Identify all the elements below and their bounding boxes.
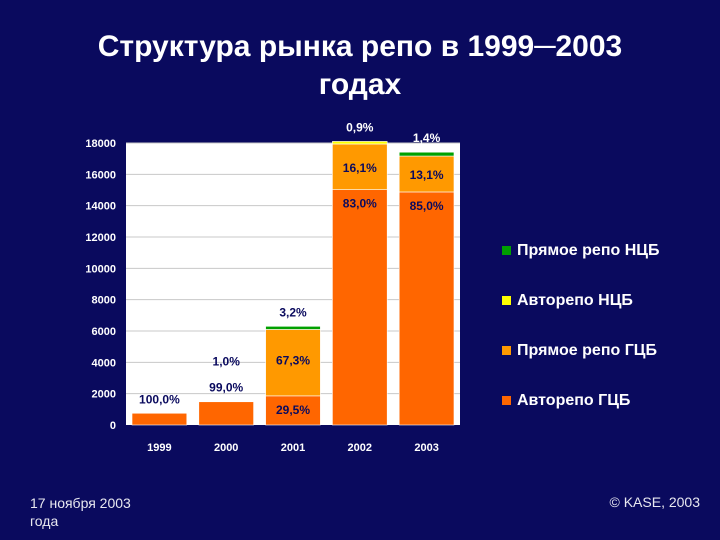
chart-title-line-2: годах bbox=[318, 68, 402, 101]
y-tick-label: 18000 bbox=[85, 138, 116, 150]
bar-segment bbox=[332, 141, 388, 145]
y-tick-label: 2000 bbox=[92, 389, 116, 401]
x-tick-label: 2001 bbox=[281, 442, 305, 454]
data-label: 1,4% bbox=[413, 131, 441, 145]
data-label: 83,0% bbox=[343, 197, 377, 211]
legend-swatch bbox=[502, 346, 511, 355]
x-tick-label: 2000 bbox=[214, 442, 238, 454]
legend-label: Авторепо НЦБ bbox=[517, 292, 633, 309]
bar-segment bbox=[398, 151, 455, 157]
repo-market-chart: 0 2000 4000 6000 8000 10000 12000 14000 16000 180… bbox=[85, 120, 659, 454]
data-label: 29,5% bbox=[276, 403, 310, 417]
bar-segment bbox=[131, 412, 188, 426]
x-tick-label: 2002 bbox=[348, 442, 372, 454]
y-tick-label: 6000 bbox=[92, 326, 116, 338]
y-tick-label: 0 bbox=[110, 420, 116, 432]
legend-swatch bbox=[502, 296, 511, 305]
y-axis-ticks: 0 2000 4000 6000 8000 10000 12000 14000 16000 180… bbox=[85, 138, 116, 432]
data-label: 1,0% bbox=[213, 355, 241, 369]
data-labels: 100,0% 99,0% 1,0% 29,5% 67,3% 3,2% 83,0% 16,1% 0… bbox=[139, 120, 444, 416]
chart-title-line-1: Структура рынка репо в 1999─2003 bbox=[97, 30, 623, 63]
y-tick-label: 14000 bbox=[85, 201, 116, 213]
data-label: 85,0% bbox=[410, 199, 444, 213]
data-label: 3,2% bbox=[279, 305, 307, 319]
y-tick-label: 10000 bbox=[85, 263, 116, 275]
legend-label: Авторепо ГЦБ bbox=[517, 392, 630, 409]
data-label: 16,1% bbox=[343, 161, 377, 175]
bar-segment bbox=[265, 395, 321, 426]
y-tick-label: 16000 bbox=[85, 169, 116, 181]
bar-segment bbox=[398, 155, 455, 193]
legend-swatch bbox=[502, 396, 511, 405]
x-tick-label: 1999 bbox=[147, 442, 171, 454]
legend-label: Прямое репо ГЦБ bbox=[517, 342, 657, 359]
chart-title: Структура рынка репо в 1999─2003 годах bbox=[40, 28, 680, 104]
bars bbox=[131, 141, 455, 426]
y-tick-label: 12000 bbox=[85, 232, 116, 244]
footer-date: 17 ноября 2003 года bbox=[30, 495, 131, 529]
bar-segment bbox=[398, 191, 455, 426]
bar-segment bbox=[198, 401, 254, 426]
bar-segment bbox=[265, 325, 321, 330]
x-axis-ticks: 1999 2000 2001 2002 2003 bbox=[147, 442, 439, 454]
legend-swatch bbox=[502, 246, 511, 255]
legend-label: Прямое репо НЦБ bbox=[517, 242, 659, 259]
y-tick-label: 4000 bbox=[92, 357, 116, 369]
data-label: 67,3% bbox=[276, 353, 310, 367]
data-label: 100,0% bbox=[139, 392, 180, 406]
bar-segment bbox=[332, 143, 388, 190]
data-label: 13,1% bbox=[410, 168, 444, 182]
bar-segment bbox=[265, 329, 321, 397]
y-tick-label: 8000 bbox=[92, 295, 116, 307]
data-label: 99,0% bbox=[209, 381, 243, 395]
x-tick-label: 2003 bbox=[414, 442, 438, 454]
legend: Прямое репо НЦБ Авторепо НЦБ Прямое репо Г… bbox=[502, 242, 659, 409]
data-label: 0,9% bbox=[346, 120, 374, 134]
footer-copyright: © KASE, 2003 bbox=[609, 494, 700, 510]
bar-segment bbox=[332, 189, 388, 426]
